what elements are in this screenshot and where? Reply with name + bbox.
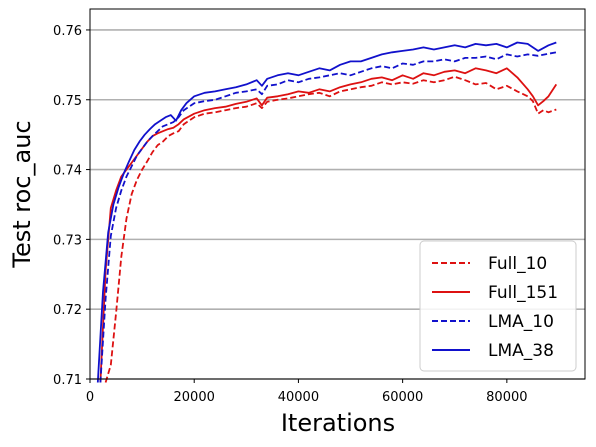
x-tick-label: 40000 bbox=[278, 390, 319, 405]
x-tick-label: 60000 bbox=[382, 390, 423, 405]
y-tick-label: 0.71 bbox=[53, 373, 82, 388]
x-tick-label: 20000 bbox=[174, 390, 215, 405]
series-line-lma-38 bbox=[96, 41, 557, 383]
series-lines bbox=[96, 41, 558, 383]
x-tick-label: 80000 bbox=[486, 390, 527, 405]
x-axis-ticks: 0 20000 40000 60000 80000 bbox=[86, 379, 528, 405]
legend-label: LMA_38 bbox=[488, 341, 554, 361]
y-tick-label: 0.75 bbox=[53, 94, 82, 109]
series-line-lma-10 bbox=[99, 51, 557, 383]
x-axis-label: Iterations bbox=[281, 409, 395, 437]
legend-label: Full_10 bbox=[488, 254, 547, 274]
legend: Full_10 Full_151 LMA_10 LMA_38 bbox=[419, 240, 577, 372]
y-tick-label: 0.74 bbox=[53, 164, 82, 179]
legend-box bbox=[419, 240, 577, 372]
series-line-full-151 bbox=[99, 67, 558, 383]
series-line-full-10 bbox=[104, 75, 557, 383]
y-tick-label: 0.76 bbox=[53, 24, 82, 39]
y-tick-label: 0.73 bbox=[53, 233, 82, 248]
legend-label: LMA_10 bbox=[488, 312, 554, 332]
y-tick-label: 0.72 bbox=[53, 303, 82, 318]
legend-entries: Full_10 Full_151 LMA_10 LMA_38 bbox=[432, 254, 558, 361]
plot-frame bbox=[89, 8, 586, 380]
x-tick-label: 0 bbox=[86, 390, 94, 405]
y-axis-label: Test roc_auc bbox=[8, 120, 36, 268]
legend-label: Full_151 bbox=[488, 283, 558, 303]
y-axis-ticks: 0.71 0.72 0.73 0.74 0.75 0.76 bbox=[53, 24, 90, 388]
